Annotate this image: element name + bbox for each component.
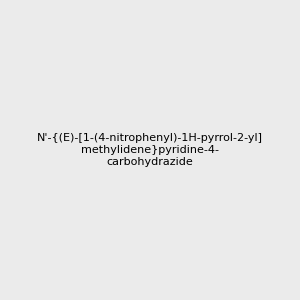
Text: N'-{(E)-[1-(4-nitrophenyl)-1H-pyrrol-2-yl]
methylidene}pyridine-4-
carbohydrazid: N'-{(E)-[1-(4-nitrophenyl)-1H-pyrrol-2-y… xyxy=(37,134,263,166)
